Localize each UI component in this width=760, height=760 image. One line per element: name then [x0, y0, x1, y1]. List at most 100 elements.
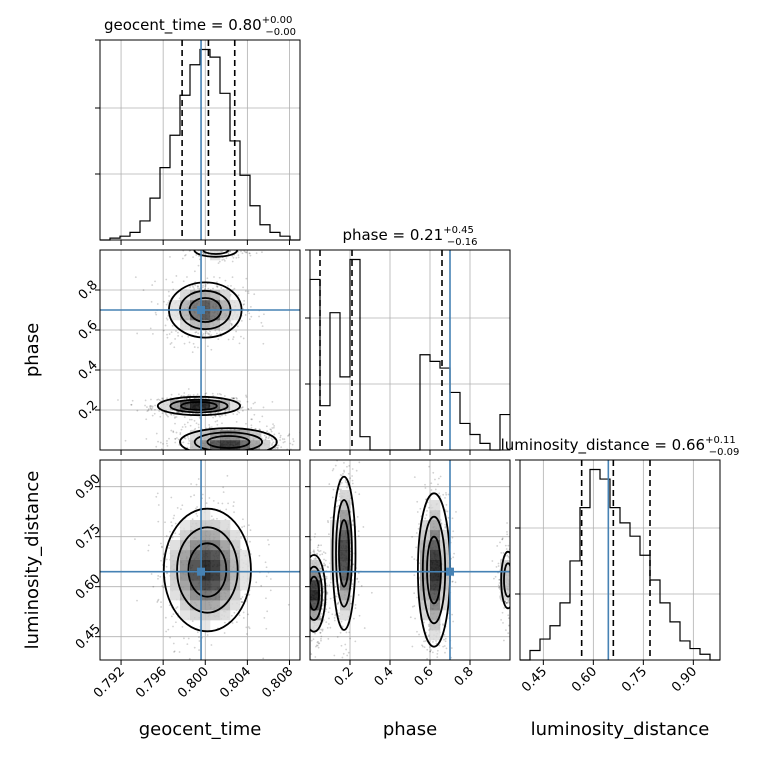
sample-point	[427, 506, 430, 509]
sample-point	[516, 562, 518, 564]
sample-point	[247, 408, 250, 410]
sample-point	[220, 393, 222, 396]
sample-point	[168, 295, 171, 297]
sample-point	[247, 613, 250, 616]
sample-point	[340, 481, 343, 484]
sample-point	[216, 452, 218, 454]
sample-point	[210, 644, 213, 646]
sample-point	[357, 594, 360, 596]
sample-point	[232, 247, 234, 249]
contour-geocent_time-vs-phase-1-1	[193, 431, 263, 450]
sample-point	[303, 605, 305, 607]
density-cell	[430, 630, 441, 641]
sample-point	[168, 547, 171, 550]
sample-point	[305, 606, 307, 608]
sample-point	[193, 419, 196, 422]
sample-point	[146, 406, 148, 408]
sample-point	[254, 428, 257, 430]
sample-point	[322, 619, 325, 622]
sample-point	[494, 575, 497, 578]
sample-point	[447, 493, 450, 496]
sample-point	[216, 285, 219, 288]
sample-point	[247, 246, 249, 248]
sample-point	[216, 286, 219, 289]
sample-point	[306, 607, 308, 609]
sample-point	[209, 451, 211, 453]
sample-point	[230, 240, 232, 242]
density-cell	[170, 540, 181, 551]
sample-point	[199, 244, 201, 246]
sample-point	[175, 416, 178, 418]
sample-point	[165, 317, 168, 320]
density-cell	[190, 610, 201, 621]
density-cell	[200, 520, 211, 531]
panel-frame-phase	[309, 249, 511, 451]
sample-point	[173, 417, 176, 419]
sample-point	[424, 483, 426, 486]
sample-point	[319, 631, 322, 634]
density-cell	[180, 520, 191, 531]
sample-point	[301, 602, 303, 604]
sample-point	[228, 247, 230, 249]
sample-point	[206, 332, 209, 335]
sample-point	[308, 601, 310, 603]
sample-point	[224, 246, 226, 248]
panel-frame-geocent_time	[99, 39, 301, 241]
sample-point	[306, 600, 308, 602]
sample-point	[445, 503, 448, 506]
sample-point	[156, 492, 159, 495]
density-cell	[220, 520, 231, 531]
sample-point	[197, 423, 200, 426]
density-cell	[180, 320, 191, 331]
sample-point	[303, 573, 305, 575]
sample-point	[432, 471, 435, 474]
sample-point	[186, 276, 188, 278]
sample-point	[261, 415, 264, 418]
sample-point	[245, 626, 248, 629]
sample-point	[264, 561, 267, 564]
sample-point	[511, 577, 513, 579]
sample-point	[222, 674, 224, 676]
sample-point	[228, 454, 230, 456]
sample-point	[304, 566, 306, 568]
density-cell	[220, 300, 231, 311]
sample-point	[491, 560, 494, 562]
contour-phase-vs-luminosity_distance-0-1	[335, 499, 353, 608]
sample-point	[424, 640, 427, 642]
sample-point	[245, 633, 248, 635]
sample-point	[189, 418, 191, 421]
sample-point	[515, 604, 517, 606]
sample-point	[220, 287, 223, 289]
sample-point	[248, 252, 251, 255]
density-cell	[200, 550, 211, 561]
sample-point	[222, 491, 225, 494]
sample-point	[332, 488, 335, 491]
sample-point	[160, 601, 162, 604]
sample-point	[145, 418, 148, 421]
sample-point	[426, 509, 428, 512]
sample-point	[157, 440, 159, 443]
sample-point	[506, 601, 508, 604]
sample-point	[201, 245, 203, 247]
sample-point	[208, 426, 211, 429]
truth-marker-geocent_time-vs-phase	[197, 306, 206, 314]
sample-point	[444, 496, 446, 499]
sample-point	[268, 435, 271, 438]
sample-point	[447, 516, 450, 519]
sample-point	[307, 609, 309, 611]
sample-point	[305, 574, 307, 576]
sample-point	[149, 406, 152, 409]
sample-point	[304, 600, 306, 602]
sample-point	[262, 342, 265, 345]
sample-point	[287, 434, 289, 437]
sample-point	[178, 651, 181, 653]
sample-point	[303, 625, 305, 627]
density-cell	[190, 540, 201, 551]
sample-point	[207, 345, 209, 348]
sample-point	[358, 614, 361, 617]
density-cell	[170, 550, 181, 561]
sample-point	[274, 451, 276, 453]
density-cell	[180, 310, 191, 321]
sample-point	[240, 537, 242, 539]
sample-point	[321, 628, 324, 631]
